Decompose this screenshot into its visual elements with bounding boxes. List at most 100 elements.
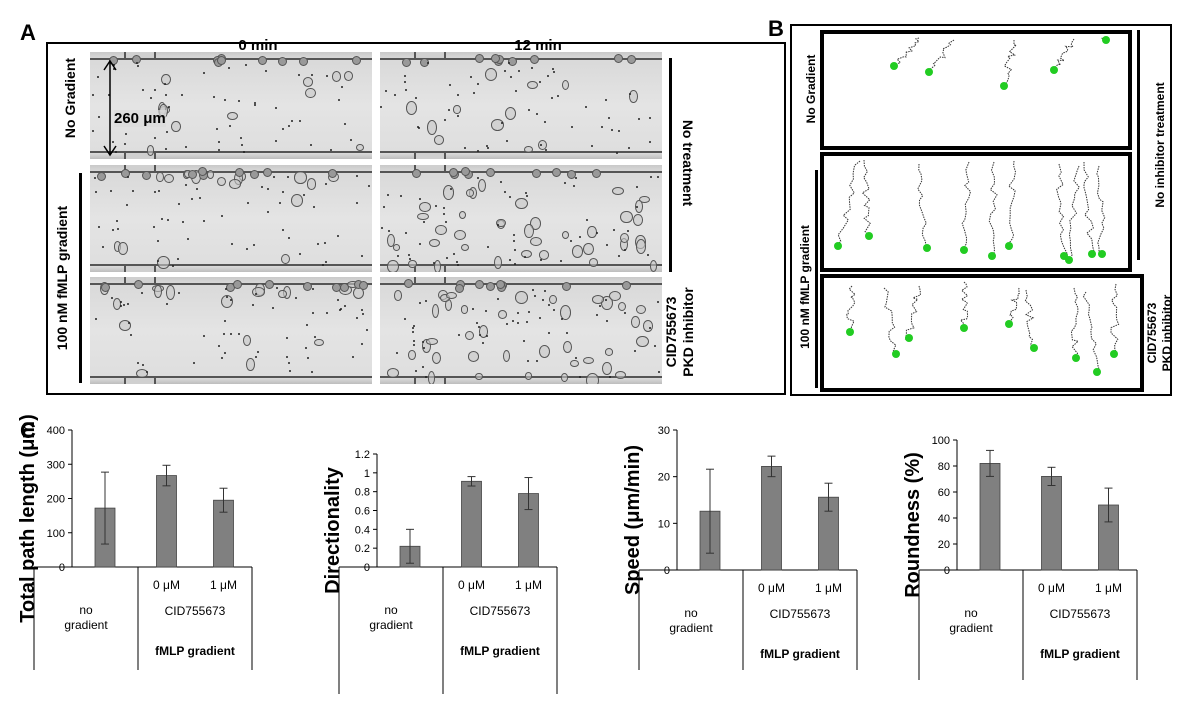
cell-track-path bbox=[926, 39, 955, 74]
cell-track-head bbox=[960, 246, 968, 254]
panel-a-letter: A bbox=[20, 20, 36, 45]
panel-a-gradient-bar bbox=[79, 173, 82, 383]
cell-track-path bbox=[1070, 287, 1080, 359]
bar-2 bbox=[156, 475, 177, 568]
cell-track-head bbox=[1072, 354, 1080, 362]
cell-track-head bbox=[1110, 350, 1118, 358]
category-label-1uM: 1 μM bbox=[515, 578, 542, 592]
cell-track-head bbox=[960, 324, 968, 332]
bar-2 bbox=[1041, 476, 1062, 571]
cell-track-path bbox=[1005, 160, 1017, 249]
scale-label: 260 μm bbox=[114, 110, 166, 127]
cell-track-path bbox=[846, 285, 856, 332]
inhibitor-line2: PKD inhibitor bbox=[680, 287, 696, 377]
category-label-no: no bbox=[384, 603, 398, 617]
col-header-0min: 0 min bbox=[238, 37, 278, 54]
micrograph-r3-c2 bbox=[380, 277, 662, 384]
cell-track-path bbox=[1083, 161, 1096, 256]
panel-b-label-fmlp: 100 nM fMLP gradient bbox=[798, 225, 812, 349]
panel-b-no-inhibitor-bar bbox=[1137, 30, 1140, 260]
cell-track-head bbox=[1050, 66, 1058, 74]
bar-chart-1: 0 100 200 300 400 Total path length (μm) nogra… bbox=[17, 414, 253, 670]
y-axis-label: Total path length (μm) bbox=[17, 414, 39, 623]
y-tick-label: 0 bbox=[944, 565, 950, 577]
panel-c-letter: C bbox=[20, 418, 36, 443]
track-box-no-gradient bbox=[820, 30, 1132, 150]
panel-a-label-inhibitor: CID755673 PKD inhibitor bbox=[663, 282, 697, 382]
y-tick-label: 0 bbox=[364, 562, 370, 574]
panel-a-label-no-gradient: No Gradient bbox=[62, 57, 78, 139]
y-tick-label: 20 bbox=[938, 539, 950, 551]
panel-b-letter: B bbox=[768, 16, 784, 41]
category-label-gradient: gradient bbox=[669, 621, 713, 635]
y-axis-label: Roundness (%) bbox=[902, 452, 924, 598]
panel-b-label-inhibitor: CID755673 PKD inhibitor bbox=[1145, 283, 1175, 383]
y-tick-label: 80 bbox=[938, 461, 950, 473]
panel-a-frame: 0 min 12 min bbox=[46, 37, 786, 395]
y-tick-label: 0.8 bbox=[355, 487, 370, 499]
y-tick-label: 0.2 bbox=[355, 543, 370, 555]
group-label-fmlp: fMLP gradient bbox=[460, 644, 540, 658]
y-tick-label: 200 bbox=[47, 494, 65, 506]
b-inhibitor-line1: CID755673 bbox=[1145, 302, 1159, 364]
cell-track-head bbox=[1088, 250, 1096, 258]
cell-track-head bbox=[890, 62, 898, 70]
micrograph-r2-c1 bbox=[90, 165, 372, 272]
b-inhibitor-line2: PKD inhibitor bbox=[1160, 294, 1174, 372]
cell-track-path bbox=[904, 285, 921, 341]
y-tick-label: 100 bbox=[932, 435, 950, 447]
group-label-fmlp: fMLP gradient bbox=[155, 644, 235, 658]
cell-track-path bbox=[1110, 283, 1120, 355]
scale-arrow bbox=[103, 59, 117, 157]
bar-1 bbox=[979, 463, 1001, 571]
cell-track-head bbox=[1098, 250, 1106, 258]
panel-b-label-no-gradient: No Gradient bbox=[804, 54, 818, 124]
y-tick-label: 0.4 bbox=[355, 524, 370, 536]
panel-a-label-fmlp: 100 nM fMLP gradient bbox=[54, 205, 70, 351]
panel-a-label-no-treatment: No treatment bbox=[680, 119, 696, 207]
cell-track-head bbox=[846, 328, 854, 336]
y-tick-label: 1.2 bbox=[355, 449, 370, 461]
y-tick-label: 1 bbox=[364, 468, 370, 480]
tracks-no-gradient bbox=[890, 36, 1110, 90]
y-tick-label: 10 bbox=[658, 518, 670, 530]
cell-track-head bbox=[1000, 82, 1008, 90]
category-label-0uM: 0 μM bbox=[1038, 581, 1065, 595]
group-label-drug: CID755673 bbox=[1050, 607, 1111, 621]
tracks-fmlp bbox=[834, 159, 1106, 264]
tracks-inhibitor bbox=[846, 281, 1120, 376]
cell-track-path bbox=[988, 161, 998, 256]
y-axis-label: Directionality bbox=[322, 466, 344, 594]
micrograph-r2-c2 bbox=[380, 165, 662, 272]
group-label-fmlp: fMLP gradient bbox=[1040, 647, 1120, 661]
bar-chart-2: 0 0.2 0.4 0.6 0.8 1 1.2 Directionality nogradien… bbox=[322, 449, 558, 694]
cell-track-path bbox=[959, 281, 969, 329]
y-tick-label: 0 bbox=[59, 562, 65, 574]
y-axis-label: Speed (μm/min) bbox=[622, 445, 644, 595]
cell-track-head bbox=[1005, 242, 1013, 250]
y-tick-label: 40 bbox=[938, 513, 950, 525]
y-tick-label: 100 bbox=[47, 528, 65, 540]
group-label-drug: CID755673 bbox=[470, 604, 531, 618]
cell-track-head bbox=[1093, 368, 1101, 376]
col-header-12min: 12 min bbox=[514, 37, 562, 54]
cell-track-path bbox=[917, 163, 928, 250]
cell-track-head bbox=[1030, 344, 1038, 352]
cell-track-head bbox=[865, 232, 873, 240]
y-tick-label: 400 bbox=[47, 425, 65, 437]
y-tick-label: 0 bbox=[664, 565, 670, 577]
cell-track-path bbox=[1053, 38, 1075, 72]
y-tick-label: 20 bbox=[658, 472, 670, 484]
cell-track-path bbox=[861, 159, 872, 238]
cell-track-head bbox=[834, 242, 842, 250]
micrograph-r1-c1 bbox=[90, 52, 372, 159]
inhibitor-line1: CID755673 bbox=[663, 296, 679, 368]
cell-track-head bbox=[923, 244, 931, 252]
micrograph-r1-c2 bbox=[380, 52, 662, 159]
panel-b-label-no-inhibitor: No inhibitor treatment bbox=[1153, 82, 1167, 208]
y-tick-label: 0.6 bbox=[355, 506, 370, 518]
cell-track-head bbox=[1005, 320, 1013, 328]
group-label-drug: CID755673 bbox=[165, 604, 226, 618]
